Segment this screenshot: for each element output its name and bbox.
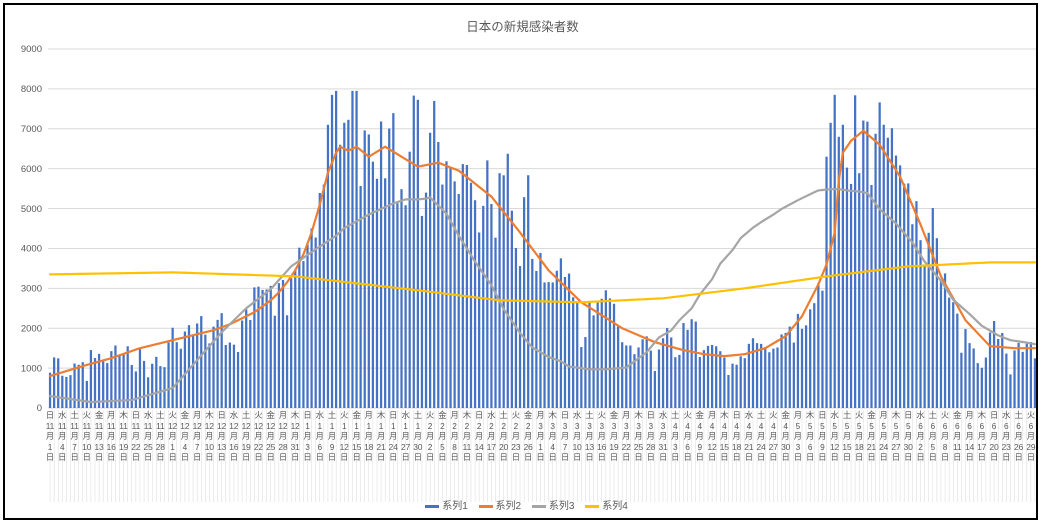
svg-text:7000: 7000: [21, 124, 42, 135]
svg-text:4000: 4000: [21, 244, 42, 255]
svg-text:6000: 6000: [21, 164, 42, 175]
svg-text:3000: 3000: [21, 284, 42, 295]
svg-text:9000: 9000: [21, 44, 42, 55]
svg-text:8000: 8000: [21, 84, 42, 95]
svg-text:5000: 5000: [21, 204, 42, 215]
svg-text:2000: 2000: [21, 323, 42, 334]
svg-text:1000: 1000: [21, 363, 42, 374]
